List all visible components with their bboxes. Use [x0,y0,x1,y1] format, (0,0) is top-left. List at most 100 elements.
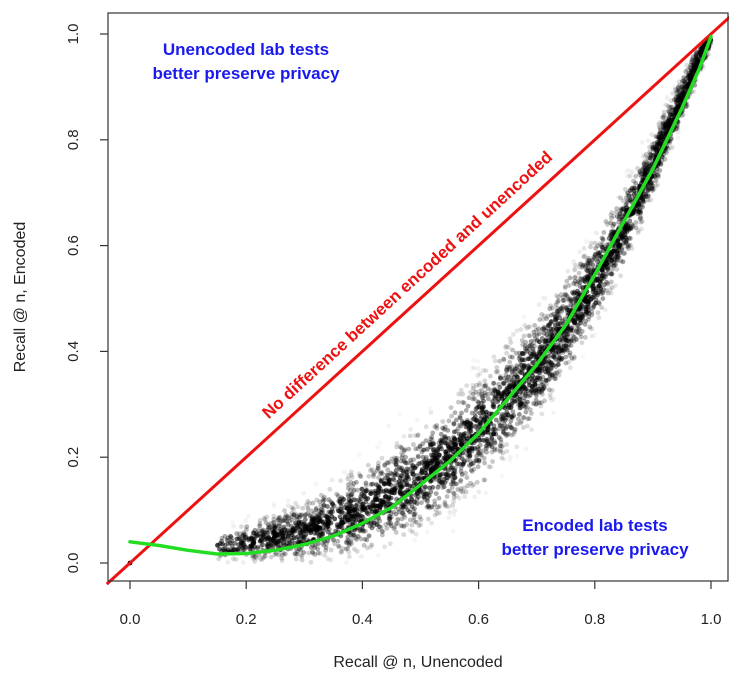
density-point [424,446,430,452]
density-point [548,365,554,371]
density-point [312,530,317,536]
density-point [249,543,255,549]
density-point [411,515,417,520]
density-point [300,522,306,528]
density-point [508,340,514,345]
density-point [514,365,520,371]
density-point [602,265,608,271]
density-point [501,456,507,462]
density-point [255,544,261,550]
density-point [285,503,291,508]
density-point [568,337,574,343]
density-point [560,298,566,303]
density-point [600,237,606,243]
density-point [280,552,285,558]
density-point [400,468,406,474]
density-point [649,185,655,191]
density-point [620,207,626,213]
density-point [585,257,590,263]
density-point [452,471,457,476]
density-point [354,513,360,518]
density-point [425,499,430,504]
density-point [554,314,560,319]
density-point [661,114,667,120]
density-point [483,445,489,451]
density-point [294,551,300,557]
density-point [520,368,525,373]
density-point [455,487,461,492]
density-point [217,546,222,552]
density-point [641,171,647,177]
density-point [609,258,615,264]
density-point [442,427,447,432]
density-point [486,391,491,397]
density-point [527,324,533,329]
y-tick-label: 0.0 [65,553,82,574]
density-point [454,481,459,487]
density-point [409,522,415,528]
density-point [425,491,430,497]
density-point [507,422,513,428]
density-point [504,449,510,454]
density-point [616,194,622,200]
density-point [500,380,506,386]
density-point [593,290,599,296]
density-point [546,328,552,334]
density-point [530,373,536,379]
density-point [533,327,539,333]
density-point [513,350,519,356]
density-point [420,491,426,497]
density-point [252,554,258,560]
density-point [285,498,291,503]
density-point [496,426,502,432]
density-point [660,115,665,120]
density-point [611,221,617,227]
density-point [529,389,535,394]
density-point [394,441,400,446]
density-point [301,490,307,496]
density-point [388,495,394,501]
density-point [402,515,408,520]
density-point [387,541,393,547]
density-point [389,456,395,462]
density-point [621,240,627,246]
density-point [413,519,418,525]
density-point [603,274,608,280]
density-point [299,557,305,563]
density-point [547,371,552,377]
density-point [356,497,361,503]
density-point [346,542,352,548]
density-point [518,358,523,364]
density-point [690,54,696,60]
density-point [348,539,353,545]
density-point [546,377,551,383]
density-point [432,424,438,430]
density-point [693,53,699,59]
density-point [346,482,351,488]
density-point [676,89,682,95]
density-point [426,493,432,498]
density-point [681,75,686,80]
density-point [562,316,568,322]
density-point [572,278,578,284]
density-point [368,468,373,473]
density-point [600,236,606,242]
density-point [295,549,300,554]
density-point [655,172,660,178]
density-point [682,85,688,90]
density-point [510,347,515,353]
density-point [404,522,410,527]
density-point [595,290,601,296]
density-point [586,258,592,264]
density-point [512,366,518,372]
density-point [477,442,483,448]
density-point [554,371,560,376]
density-point [470,391,476,397]
density-point [371,520,377,526]
density-point [415,432,421,438]
density-point [586,317,591,322]
density-point [550,396,556,402]
density-point [619,209,625,214]
density-point [649,186,655,192]
density-point [549,388,555,393]
